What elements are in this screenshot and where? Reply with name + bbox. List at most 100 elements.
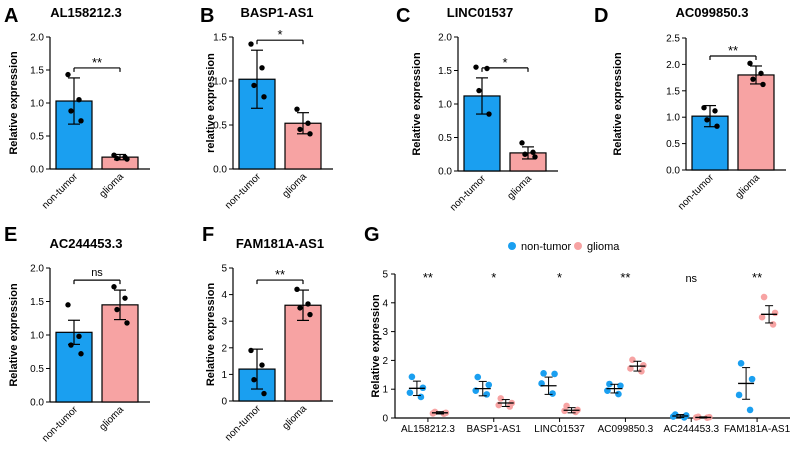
data-point-glioma (760, 293, 768, 301)
data-point-non-tumor (735, 391, 743, 399)
y-tick-label: 0.0 (666, 166, 680, 177)
y-tick-label: 3 (382, 327, 388, 338)
y-tick-label: 0.0 (213, 165, 227, 176)
y-tick-label: 2.0 (438, 33, 452, 44)
data-point-non-tumor (540, 370, 547, 377)
significance-label: ** (92, 55, 102, 70)
data-point (261, 390, 267, 397)
data-point (122, 295, 128, 301)
y-tick-label: 1.5 (213, 33, 227, 44)
data-point (530, 149, 536, 155)
bar-glioma (284, 304, 322, 402)
panel-e: E AC244453.3 Relative expression 0.0 0.5 1.0 1… (4, 224, 150, 444)
y-tick-label: 4 (382, 298, 388, 309)
data-point (68, 342, 74, 348)
data-point (532, 154, 538, 160)
x-tick-label: FAM181A-AS1 (724, 424, 791, 435)
x-tick-label: glioma (98, 171, 127, 200)
y-tick-label: 2 (382, 356, 388, 367)
y-tick-label: 0.0 (30, 398, 44, 409)
y-tick-label: 0.5 (213, 121, 227, 132)
data-point (297, 305, 303, 311)
y-tick-label: 1.0 (666, 113, 680, 124)
y-tick-label: 1.0 (30, 99, 44, 110)
y-tick-label: 5 (221, 264, 227, 275)
data-point (307, 131, 313, 137)
data-point (701, 104, 707, 111)
panel-f: F FAM181A-AS1 Relative expression 0 1 2 3 4 5 non… (202, 224, 333, 443)
data-point-non-tumor (615, 390, 622, 398)
data-point (65, 71, 71, 78)
panel-letter: G (364, 224, 380, 246)
data-point-non-tumor (417, 393, 425, 401)
y-tick-label: 1.5 (30, 297, 44, 308)
data-point (522, 151, 528, 157)
data-point-glioma (769, 321, 777, 328)
data-point-glioma (627, 365, 634, 372)
significance-label: ns (685, 273, 697, 285)
y-tick-label: 2.5 (666, 34, 680, 45)
data-point (76, 97, 82, 103)
x-tick-label: non-tumor (676, 172, 716, 212)
panel-b: B BASP1-AS1 relative expression 0.0 0.5 1.0 1.… (200, 5, 333, 211)
data-point-non-tumor (485, 381, 493, 389)
y-axis-label: Relative expression (370, 294, 382, 398)
data-point (297, 126, 303, 133)
y-tick-label: 2 (221, 343, 227, 354)
y-tick-label: 3 (221, 317, 227, 328)
y-tick-label: 0.5 (30, 132, 44, 143)
y-tick-label: 0.0 (438, 167, 452, 178)
y-axis-label: Relative expression (205, 283, 217, 387)
y-tick-label: 2.0 (30, 33, 44, 44)
x-tick-label: AL158212.3 (401, 424, 455, 435)
data-point (78, 351, 84, 357)
y-tick-label: 0.5 (438, 133, 452, 144)
data-point (305, 120, 311, 126)
data-point-non-tumor (474, 373, 482, 381)
data-point-glioma (629, 356, 636, 364)
data-point (251, 377, 257, 383)
data-point (68, 108, 74, 114)
y-tick-label: 1.0 (213, 77, 227, 88)
data-point (294, 286, 300, 292)
data-point (251, 82, 257, 89)
panel-d: D AC099850.3 Relative expression 0.0 0.5 1.0 1… (594, 5, 786, 212)
data-point-non-tumor (737, 359, 745, 367)
significance-label: ** (620, 270, 630, 285)
significance-label: * (491, 270, 496, 285)
y-tick-label: 0 (221, 397, 227, 408)
data-point (114, 306, 120, 313)
panel-letter: E (4, 224, 17, 246)
legend-label: non-tumor (521, 241, 571, 253)
x-tick-label: glioma (734, 172, 763, 201)
significance-label: ns (91, 267, 103, 279)
x-tick-label: glioma (281, 403, 310, 432)
legend-label: glioma (587, 241, 620, 253)
y-tick-label: 1.0 (438, 100, 452, 111)
data-point-non-tumor (408, 373, 416, 381)
data-point (65, 302, 71, 308)
data-point-non-tumor (406, 389, 414, 396)
x-tick-label: BASP1-AS1 (467, 424, 522, 435)
data-point (248, 41, 254, 47)
x-tick-label: LINC01537 (534, 424, 585, 435)
panel-letter: D (594, 5, 608, 27)
x-tick-label: glioma (506, 173, 535, 202)
y-tick-label: 1 (221, 370, 227, 381)
legend-marker (508, 242, 516, 250)
y-axis-label: relative expression (205, 53, 217, 153)
data-point-non-tumor (549, 390, 556, 397)
data-point (476, 87, 482, 94)
data-point (124, 156, 130, 162)
data-point (248, 347, 254, 354)
panel-g: G Relative expression non-tumor glioma 0 1 2 3 4… (364, 224, 791, 435)
x-tick-label: AC099850.3 (598, 424, 654, 435)
x-tick-label: non-tumor (223, 403, 263, 443)
x-tick-label: non-tumor (448, 173, 488, 213)
data-point (473, 64, 479, 70)
data-point (124, 320, 130, 326)
significance-label: * (502, 55, 507, 70)
data-point-non-tumor (606, 380, 613, 388)
data-point (259, 362, 265, 368)
